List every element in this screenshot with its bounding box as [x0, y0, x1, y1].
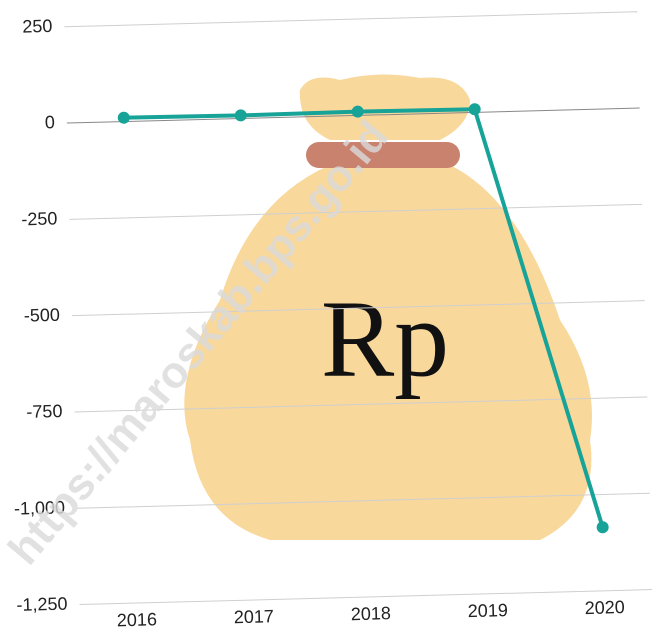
y-tick-label: 0 [45, 112, 56, 132]
y-tick-label: -250 [21, 208, 58, 229]
y-tick-label: -500 [24, 305, 61, 326]
grid-line [64, 12, 637, 27]
point [469, 103, 481, 115]
y-tick-label: -1,250 [16, 594, 68, 615]
grid-line [79, 590, 652, 605]
x-tick-label: 2017 [234, 606, 275, 627]
x-tick-label: 2018 [351, 603, 392, 624]
y-tick-label: -750 [26, 401, 63, 422]
currency-symbol: Rp [321, 277, 449, 399]
y-tick-label: 250 [22, 16, 53, 37]
point [235, 109, 247, 121]
chart: Rp 2500-250-500-750-1,000-1,250201620172… [0, 0, 652, 630]
x-tick-label: 2016 [117, 609, 158, 630]
x-tick-label: 2020 [584, 597, 625, 618]
x-tick-label: 2019 [468, 600, 509, 621]
point [596, 521, 608, 533]
